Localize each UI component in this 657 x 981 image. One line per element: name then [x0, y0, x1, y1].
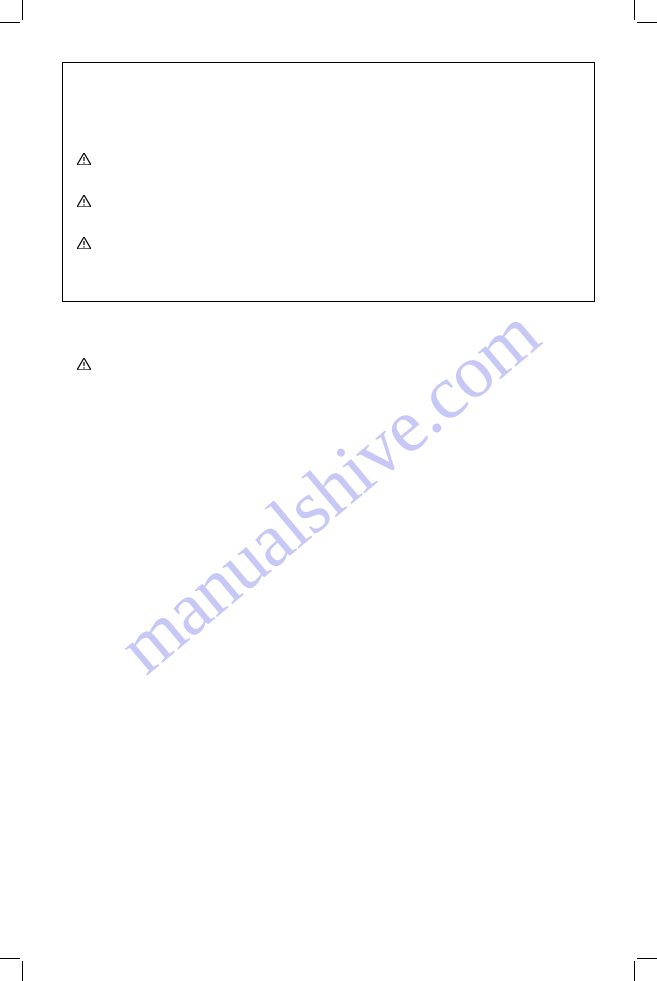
watermark-text: manualshive.com: [102, 290, 555, 690]
crop-mark: [637, 22, 657, 23]
warning-item: [77, 152, 91, 170]
crop-mark: [634, 961, 635, 981]
page-content: manualshive.com: [22, 22, 635, 959]
crop-mark: [22, 961, 23, 981]
warning-item: [77, 236, 91, 254]
warning-triangle-icon: [77, 357, 91, 375]
warning-triangle-icon: [77, 194, 91, 212]
crop-mark: [0, 958, 20, 959]
warning-triangle-icon: [77, 236, 91, 254]
crop-mark: [0, 22, 20, 23]
warning-triangle-icon: [77, 152, 91, 170]
warning-item: [77, 194, 91, 212]
warning-item: [77, 357, 91, 375]
crop-mark: [634, 0, 635, 20]
warning-box: [62, 62, 595, 302]
crop-mark: [22, 0, 23, 20]
crop-mark: [637, 958, 657, 959]
